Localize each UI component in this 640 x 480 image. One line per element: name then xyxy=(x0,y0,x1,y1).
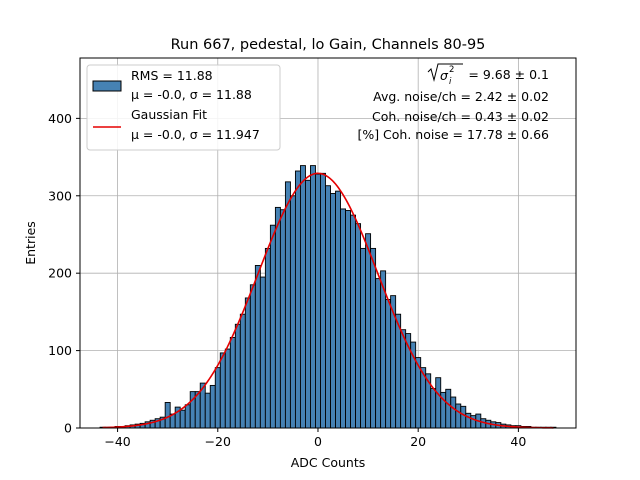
histogram-bar xyxy=(299,165,306,429)
histogram-bar xyxy=(460,405,467,429)
gaussian-fit-curve xyxy=(102,172,554,429)
legend-histogram-swatch xyxy=(92,80,122,92)
histogram-bar xyxy=(224,348,231,429)
histogram-bar xyxy=(259,276,266,429)
legend-frame xyxy=(86,64,281,151)
histogram-bar xyxy=(209,384,216,429)
total-noise-value: = 9.68 ± 0.1 xyxy=(468,67,549,82)
histogram-bar xyxy=(365,233,372,429)
x-tick-label: 0 xyxy=(314,434,322,449)
coherent-noise-percent-text: [%] Coh. noise = 17.78 ± 0.66 xyxy=(357,127,549,142)
x-axis-label: ADC Counts xyxy=(291,455,366,470)
histogram-bar xyxy=(254,264,261,429)
legend-fit-line2: μ = -0.0, σ = 11.947 xyxy=(131,127,260,142)
histogram-bar xyxy=(325,185,331,429)
histogram-bar xyxy=(310,165,316,429)
histogram-bar xyxy=(360,247,367,429)
x-tick-label: 40 xyxy=(510,434,526,449)
sigma-superscript: 2 xyxy=(449,65,454,75)
histogram-bar xyxy=(385,299,392,429)
histogram-bar xyxy=(269,224,276,429)
histogram-bar xyxy=(305,179,311,429)
histogram-bar xyxy=(164,402,171,429)
legend-fit-line1: Gaussian Fit xyxy=(131,107,207,122)
histogram-bar xyxy=(244,297,251,429)
histogram-bar xyxy=(284,181,291,429)
gaussian-fit-line xyxy=(102,172,554,429)
histogram-bar xyxy=(214,367,221,429)
histogram-bar xyxy=(184,404,191,429)
sqrt-radical-icon xyxy=(427,63,463,82)
histogram-bar xyxy=(340,208,346,429)
histogram-bar xyxy=(229,336,236,429)
y-tick-label: 100 xyxy=(48,343,72,358)
histogram-bar xyxy=(445,388,452,429)
sigma-symbol: σ xyxy=(440,68,449,83)
axes-frame xyxy=(79,57,577,429)
histogram-bar xyxy=(345,210,351,429)
x-tick-label: 20 xyxy=(410,434,426,449)
chart-title: Run 667, pedestal, lo Gain, Channels 80-… xyxy=(171,37,486,53)
histogram-bar xyxy=(450,396,457,429)
sigma-subscript: i xyxy=(449,77,452,87)
x-tick-label: −40 xyxy=(104,434,130,449)
histogram-bar xyxy=(435,377,442,429)
histogram-bar xyxy=(350,214,357,429)
histogram-bar xyxy=(430,388,437,429)
histogram-bar xyxy=(294,170,301,429)
histogram-bar xyxy=(455,403,462,429)
histogram-bar xyxy=(234,323,241,429)
y-tick-label: 300 xyxy=(48,188,72,203)
y-tick-label: 0 xyxy=(64,421,72,436)
x-tick-label: −20 xyxy=(205,434,231,449)
coherent-noise-text: Coh. noise/ch = 0.43 ± 0.02 xyxy=(372,109,549,124)
legend-histogram-line2: μ = -0.0, σ = 11.88 xyxy=(131,87,252,102)
histogram-bar xyxy=(264,247,271,429)
plot-area: −40 −20 0 20 40 0 100 200 300 400 xyxy=(48,57,577,449)
y-axis-label: Entries xyxy=(23,221,38,265)
y-tick-label: 400 xyxy=(48,111,72,126)
avg-noise-text: Avg. noise/ch = 2.42 ± 0.02 xyxy=(373,89,549,104)
histogram-bar xyxy=(395,313,402,429)
histogram-bar xyxy=(335,190,341,429)
legend-histogram-line1: RMS = 11.88 xyxy=(131,68,213,83)
histogram-bar xyxy=(355,223,362,429)
histogram-bar xyxy=(239,313,246,429)
histogram-bar xyxy=(470,415,477,429)
histogram-bar xyxy=(249,284,256,429)
histogram-bar xyxy=(320,172,326,429)
noise-annotations: σ i 2 = 9.68 ± 0.1 Avg. noise/ch = 2.42 … xyxy=(357,63,549,142)
histogram-bar xyxy=(289,195,296,429)
histogram-bar xyxy=(315,173,321,429)
y-axis-ticks: 0 100 200 300 400 xyxy=(48,111,80,436)
x-axis-ticks: −40 −20 0 20 40 xyxy=(104,428,526,449)
histogram-bar xyxy=(274,206,281,429)
histogram-bar xyxy=(204,392,211,429)
y-tick-label: 200 xyxy=(48,266,72,281)
legend: RMS = 11.88 μ = -0.0, σ = 11.88 Gaussian… xyxy=(86,64,281,151)
histogram-bar xyxy=(380,270,387,429)
histogram-bar xyxy=(279,209,286,429)
histogram-bar xyxy=(370,247,377,429)
histogram-bar xyxy=(330,193,336,429)
histogram-bar xyxy=(219,352,226,429)
histogram-bar xyxy=(400,329,407,429)
histogram-bar xyxy=(179,409,186,429)
histogram-bar xyxy=(375,278,382,429)
